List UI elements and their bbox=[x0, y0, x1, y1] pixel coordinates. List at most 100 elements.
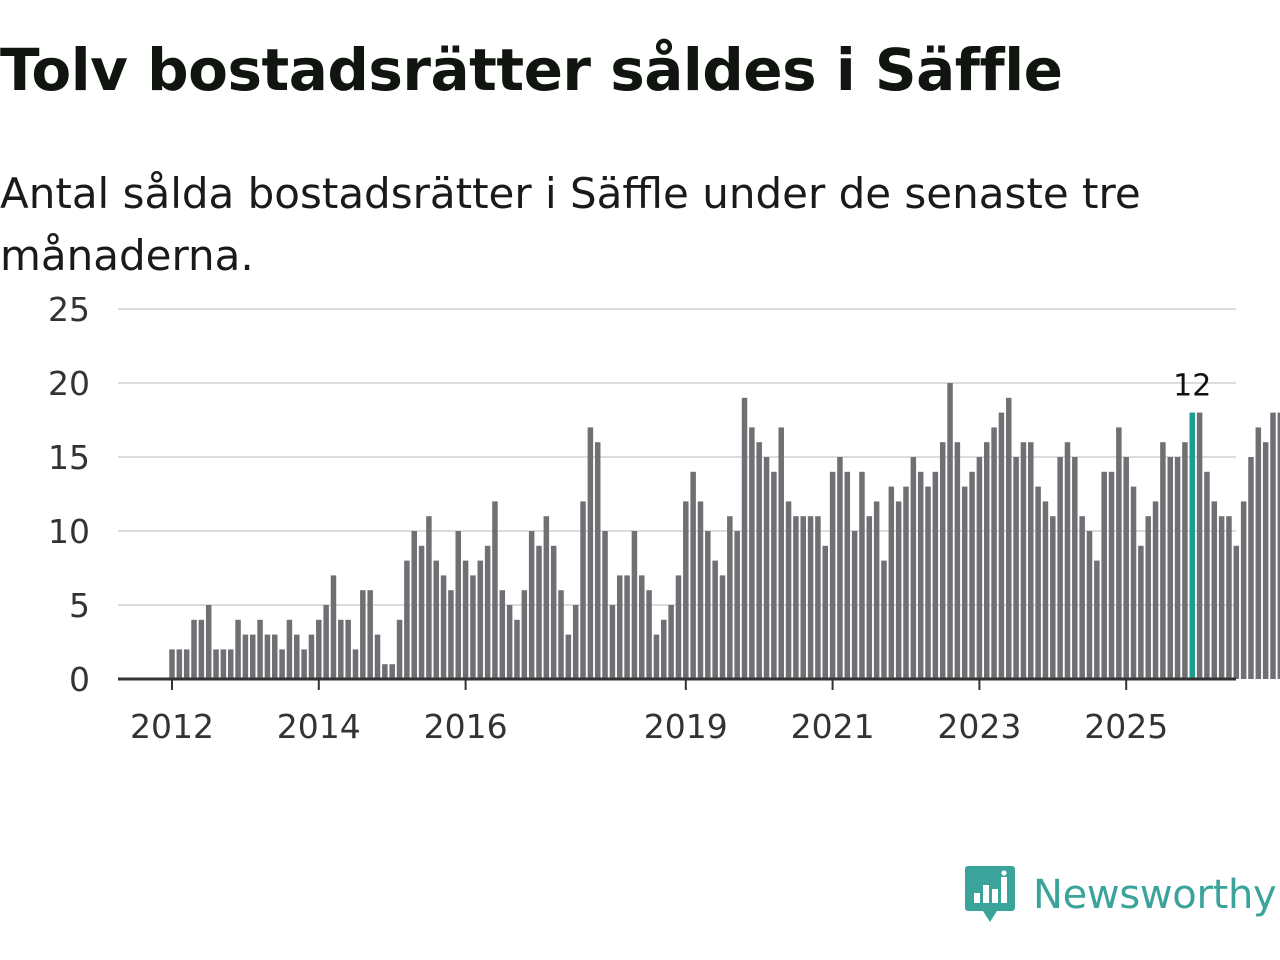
bar bbox=[690, 471, 696, 679]
bar bbox=[631, 531, 638, 679]
bar bbox=[1270, 412, 1276, 679]
bar bbox=[749, 427, 755, 679]
bar bbox=[1108, 471, 1115, 679]
bar bbox=[301, 649, 307, 679]
bar bbox=[954, 442, 961, 679]
brand-name: Newsworthy bbox=[1033, 872, 1277, 918]
bar bbox=[176, 649, 183, 679]
bar bbox=[242, 634, 249, 679]
bar bbox=[763, 457, 770, 679]
bar bbox=[815, 516, 821, 679]
bar bbox=[220, 649, 227, 679]
bar bbox=[727, 516, 733, 679]
x-tick-label: 2023 bbox=[937, 707, 1021, 746]
bar bbox=[851, 531, 858, 679]
bar bbox=[484, 545, 491, 679]
bar bbox=[411, 531, 417, 679]
bar bbox=[1130, 486, 1137, 679]
bar bbox=[316, 619, 322, 679]
bar bbox=[198, 619, 205, 679]
bar bbox=[404, 560, 410, 679]
bar bbox=[1028, 442, 1034, 679]
bar bbox=[903, 486, 909, 679]
bars bbox=[169, 383, 1280, 679]
bar bbox=[257, 619, 263, 679]
bar bbox=[895, 501, 902, 679]
bar bbox=[1152, 501, 1159, 679]
bar bbox=[1035, 486, 1041, 679]
bar bbox=[1123, 457, 1129, 679]
bar bbox=[1064, 442, 1071, 679]
bar bbox=[602, 531, 608, 679]
chart-title: Tolv bostadsrätter såldes i Säffle bbox=[0, 36, 1063, 104]
bar bbox=[448, 590, 454, 679]
bar bbox=[528, 531, 535, 679]
bar bbox=[859, 471, 865, 679]
axes bbox=[118, 677, 1236, 690]
bar bbox=[1101, 471, 1107, 679]
bar bbox=[917, 471, 924, 679]
y-tick-label: 0 bbox=[69, 660, 90, 699]
bar bbox=[440, 575, 447, 679]
bar bbox=[264, 634, 271, 679]
bar bbox=[550, 545, 557, 679]
bar bbox=[1240, 501, 1247, 679]
bar bbox=[1072, 457, 1078, 679]
bar bbox=[213, 649, 219, 679]
bar bbox=[191, 619, 197, 679]
bar bbox=[587, 427, 594, 679]
y-tick-label: 10 bbox=[48, 512, 90, 551]
bar bbox=[668, 605, 674, 679]
bar bbox=[756, 442, 762, 679]
bar bbox=[881, 560, 887, 679]
bar bbox=[227, 649, 234, 679]
bar bbox=[396, 619, 403, 679]
bar bbox=[308, 634, 315, 679]
bar bbox=[249, 634, 256, 679]
bar bbox=[888, 486, 895, 679]
y-tick-label: 15 bbox=[48, 438, 90, 477]
bar bbox=[1013, 457, 1019, 679]
bar bbox=[609, 605, 616, 679]
bar bbox=[499, 590, 506, 679]
bar bbox=[793, 516, 799, 679]
x-tick-label: 2019 bbox=[644, 707, 728, 746]
bar bbox=[1277, 412, 1280, 679]
bar bbox=[653, 634, 660, 679]
bar bbox=[580, 501, 586, 679]
bar bbox=[639, 575, 645, 679]
bar bbox=[455, 531, 462, 679]
bar bbox=[1050, 516, 1056, 679]
bar bbox=[866, 516, 873, 679]
bar bbox=[374, 634, 381, 679]
bar bbox=[345, 619, 351, 679]
bar bbox=[1204, 471, 1210, 679]
bar bbox=[521, 590, 528, 679]
bar bbox=[1255, 427, 1262, 679]
newsworthy-logo-icon bbox=[965, 866, 1015, 922]
bar bbox=[506, 605, 513, 679]
bar bbox=[323, 605, 329, 679]
bar bbox=[829, 471, 836, 679]
bar bbox=[624, 575, 630, 679]
bar bbox=[873, 501, 880, 679]
x-tick-label: 2016 bbox=[424, 707, 508, 746]
bar bbox=[1145, 516, 1151, 679]
bar-highlight bbox=[1189, 412, 1196, 679]
bar bbox=[1094, 560, 1100, 679]
bar bbox=[1226, 516, 1232, 679]
bar bbox=[389, 664, 395, 679]
bar bbox=[844, 471, 851, 679]
chart-subtitle: Antal sålda bostadsrätter i Säffle under… bbox=[0, 169, 1141, 280]
bar bbox=[462, 560, 469, 679]
bar bbox=[1020, 442, 1027, 679]
bar bbox=[983, 442, 990, 679]
bar bbox=[947, 383, 953, 679]
bar bbox=[910, 457, 917, 679]
y-tick-label: 20 bbox=[48, 364, 90, 403]
bar bbox=[697, 501, 704, 679]
bar bbox=[330, 575, 337, 679]
bar bbox=[661, 619, 667, 679]
bar bbox=[1138, 545, 1144, 679]
bar bbox=[646, 590, 652, 679]
